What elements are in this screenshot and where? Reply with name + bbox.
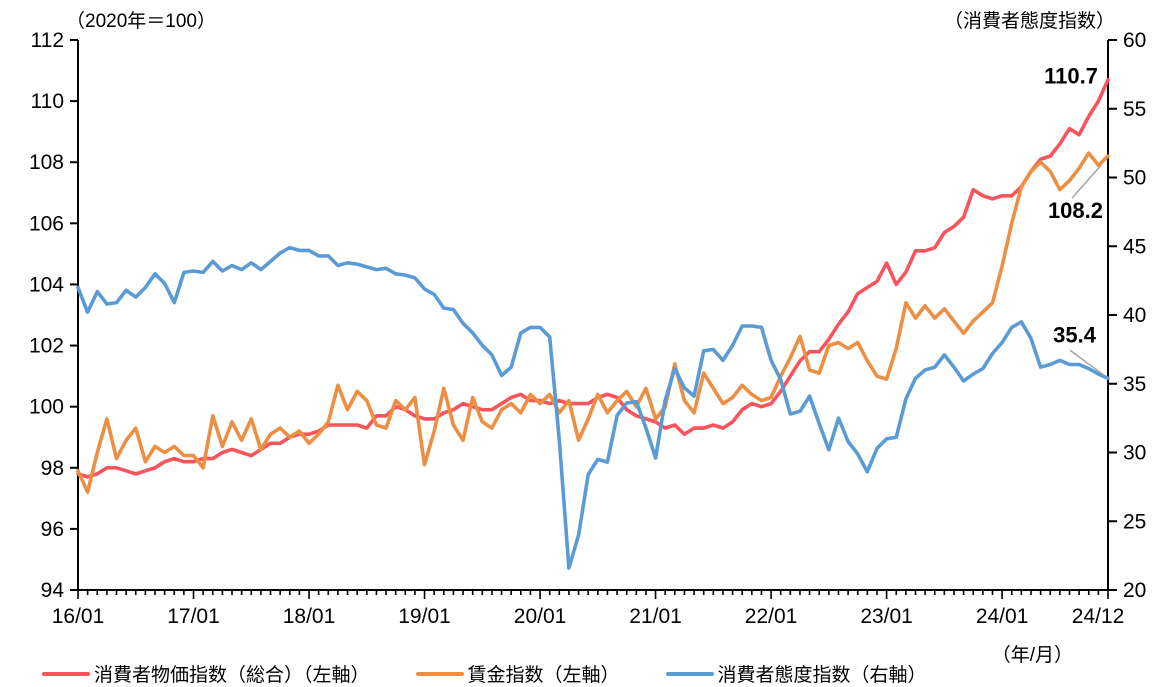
x-tick-label: 24/12	[1072, 605, 1125, 628]
x-tick-label: 21/01	[629, 605, 682, 628]
series-line-0	[76, 77, 1110, 479]
left-tick-label: 98	[41, 457, 64, 480]
right-tick-label: 55	[1123, 98, 1146, 121]
right-tick-label: 20	[1123, 579, 1146, 602]
legend-item-wage: 賃金指数（左軸）	[415, 660, 620, 687]
x-axis-ticks: 16/01 17/01 18/01 19/01 20/01 21/01 22/01 23/01…	[52, 590, 1125, 628]
right-axis-caption: （消費者態度指数）	[943, 11, 1115, 32]
end-value-label-0: 110.7	[1044, 64, 1098, 89]
x-tick-label: 17/01	[167, 605, 220, 628]
left-tick-label: 100	[29, 396, 64, 419]
axes	[77, 40, 1109, 591]
x-tick-label: 18/01	[283, 605, 336, 628]
left-tick-label: 94	[41, 579, 65, 602]
right-tick-label: 30	[1123, 442, 1146, 465]
chart-legend: 消費者物価指数（総合）（左軸） 賃金指数（左軸） 消費者態度指数（右軸）	[42, 660, 927, 687]
left-tick-label: 112	[31, 29, 64, 52]
left-tick-label: 104	[29, 273, 64, 296]
x-axis-unit-label: （年/月）	[991, 645, 1073, 666]
right-tick-label: 45	[1123, 235, 1146, 258]
right-tick-label: 60	[1123, 29, 1146, 52]
left-tick-label: 96	[41, 518, 64, 541]
x-tick-label: 24/01	[976, 605, 1029, 628]
left-tick-label: 110	[31, 90, 64, 113]
x-tick-label: 20/01	[514, 605, 567, 628]
end-value-annotations: 110.7 108.2 35.4	[1044, 64, 1105, 376]
series-line-2	[76, 245, 1110, 570]
series-lines	[76, 77, 1110, 570]
end-value-label-2: 35.4	[1053, 322, 1097, 347]
right-axis-ticks: 20 25 30 35 40 45 50 55 60	[1108, 29, 1146, 602]
wage-line-swatch	[415, 671, 464, 676]
right-tick-label: 25	[1123, 510, 1146, 533]
legend-label-wage: 賃金指数（左軸）	[467, 665, 620, 686]
left-tick-label: 102	[29, 335, 64, 358]
x-tick-label: 19/01	[398, 605, 451, 628]
left-axis-caption: （2020年＝100）	[66, 11, 216, 32]
left-axis-ticks: 94 96 98 100 102 104 106 108 110 112	[29, 29, 78, 602]
end-value-label-1: 108.2	[1048, 198, 1103, 223]
x-tick-label: 16/01	[52, 605, 105, 628]
series-line-1	[76, 151, 1110, 495]
legend-item-confidence: 消費者態度指数（右軸）	[665, 660, 927, 687]
right-tick-label: 40	[1123, 304, 1146, 327]
confidence-line-swatch	[665, 671, 714, 676]
x-tick-label: 23/01	[860, 605, 913, 628]
x-tick-label: 22/01	[745, 605, 798, 628]
right-tick-label: 50	[1123, 167, 1146, 190]
legend-label-confidence: 消費者態度指数（右軸）	[717, 665, 927, 686]
left-tick-label: 108	[29, 151, 64, 174]
left-tick-label: 106	[29, 212, 64, 235]
right-tick-label: 35	[1123, 373, 1146, 396]
legend-label-cpi: 消費者物価指数（総合）（左軸）	[94, 665, 370, 686]
cpi-line-swatch	[42, 671, 90, 676]
legend-item-cpi: 消費者物価指数（総合）（左軸）	[42, 660, 370, 687]
